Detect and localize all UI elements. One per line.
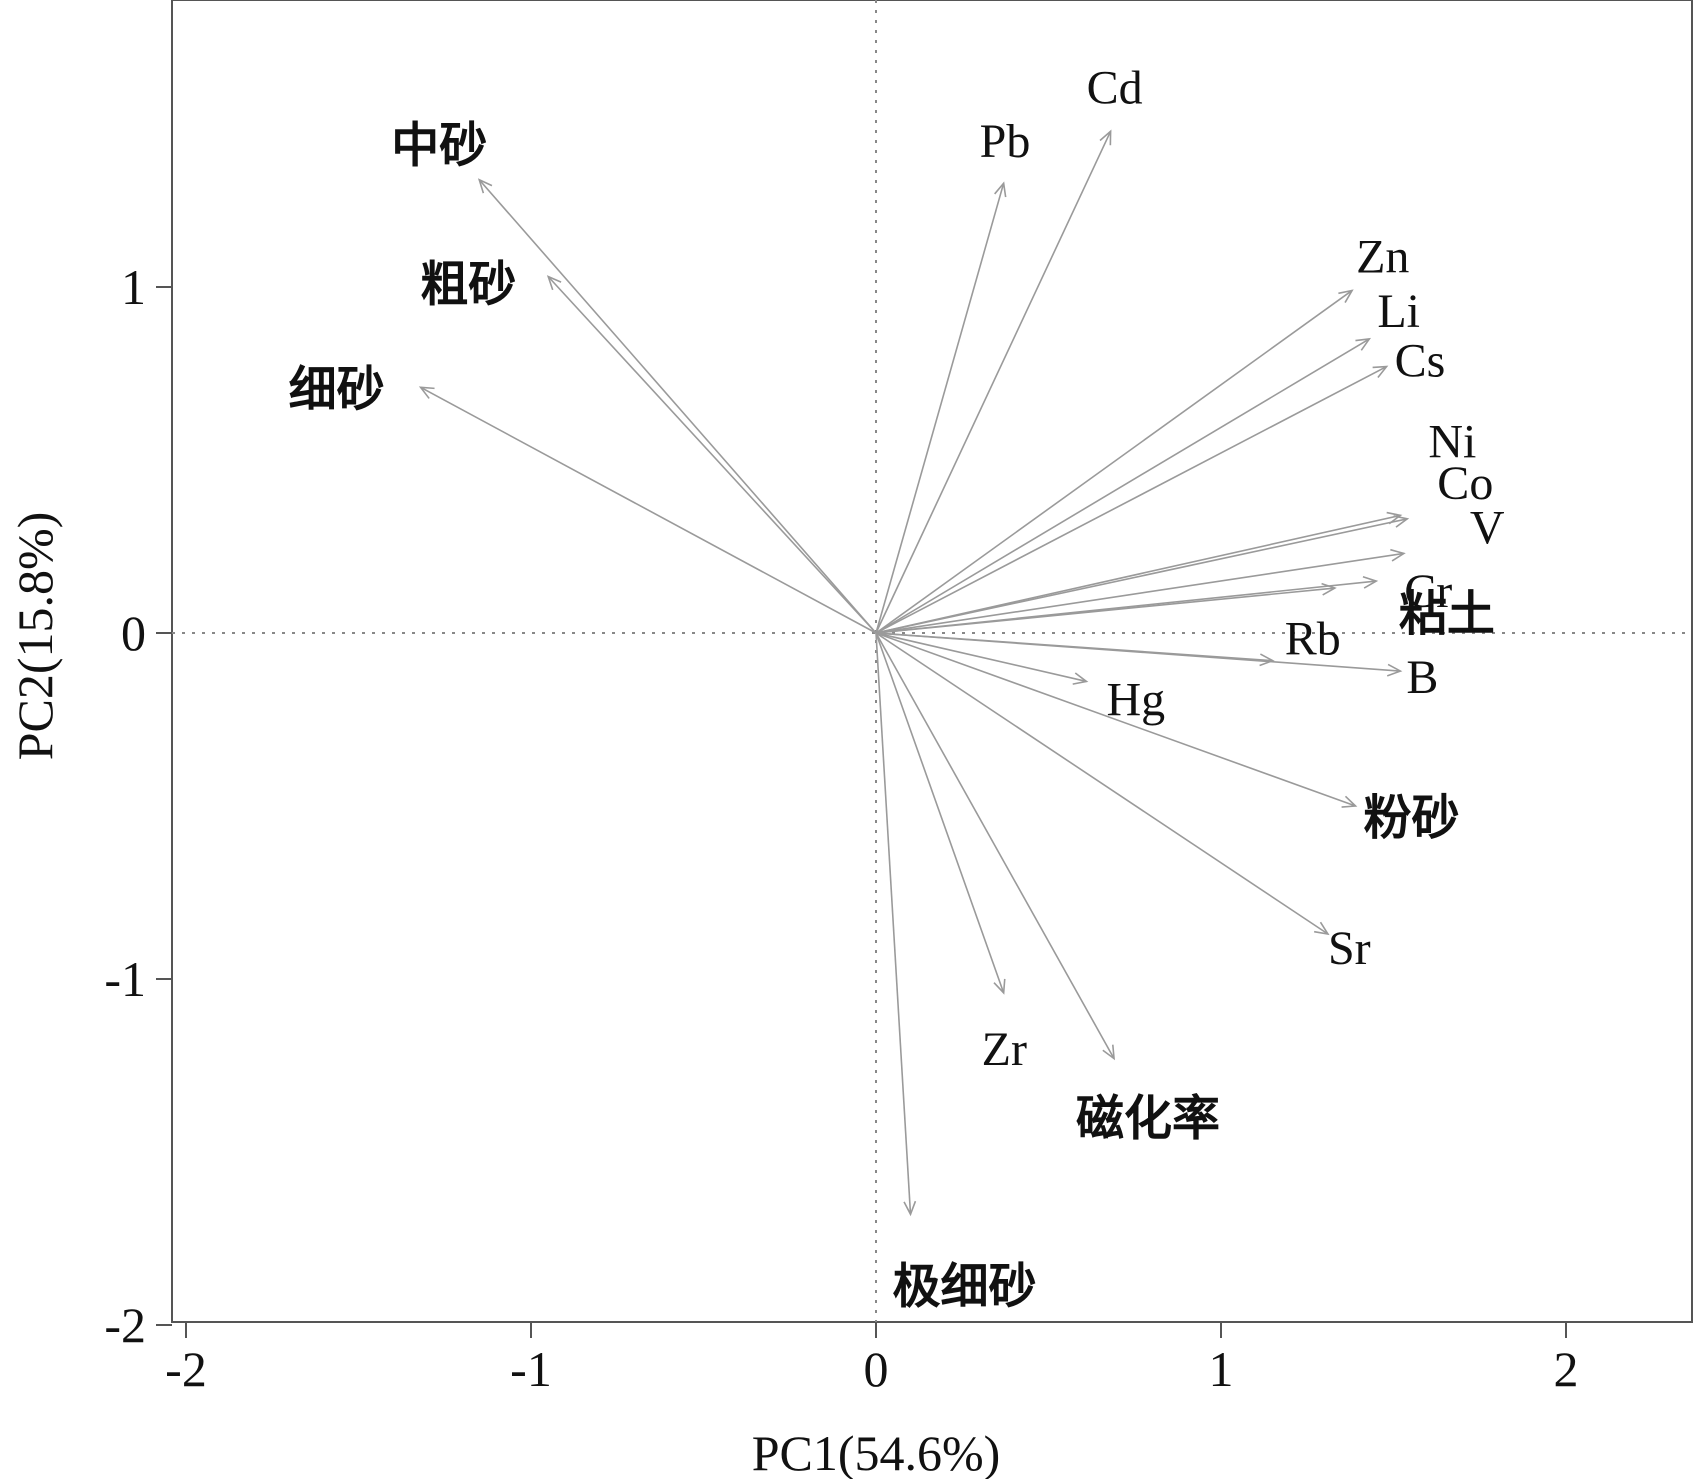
- y-tick-label: -1: [104, 951, 146, 1007]
- loading-line: [875, 632, 1329, 935]
- y-tick-label: 1: [121, 259, 146, 315]
- loading-arrowhead: [418, 386, 435, 399]
- loading-arrowhead: [903, 1200, 917, 1217]
- loading-vector: [477, 178, 877, 634]
- loading-vector: [875, 632, 1330, 936]
- loading-line: [875, 289, 1353, 634]
- loading-line: [420, 386, 877, 634]
- loading-arrowhead: [994, 181, 1007, 198]
- loading-label: Rb: [1285, 613, 1341, 666]
- loading-vector: [875, 632, 1089, 685]
- loading-label: 粘土: [1399, 586, 1495, 642]
- loading-vector: [875, 632, 1403, 677]
- loading-label: Ni: [1428, 415, 1476, 468]
- x-axis: -2 -1 0 1 2: [165, 1322, 1579, 1397]
- x-tick-label: 0: [864, 1341, 889, 1397]
- loading-vector: [875, 632, 1116, 1061]
- loading-label: Sr: [1328, 922, 1371, 975]
- loading-label: 中砂: [391, 118, 487, 174]
- loading-vectors: [418, 129, 1410, 1217]
- loading-label: 磁化率: [1076, 1091, 1220, 1147]
- loading-arrowhead: [1338, 289, 1354, 303]
- loading-line: [875, 632, 1356, 807]
- loading-line: [875, 632, 1401, 672]
- zero-lines: [172, 0, 1692, 1322]
- loading-line: [478, 179, 877, 634]
- loading-label: Zn: [1356, 230, 1409, 283]
- loading-label: Hg: [1106, 673, 1165, 726]
- loading-vector: [875, 511, 1403, 634]
- loading-label: B: [1406, 651, 1438, 704]
- loading-arrowhead: [1259, 653, 1275, 667]
- loading-vector: [875, 632, 1358, 808]
- loading-label: Cr: [1404, 565, 1452, 618]
- x-tick-label: 1: [1209, 1341, 1234, 1397]
- loading-vector: [875, 129, 1112, 634]
- loading-arrowhead: [993, 978, 1006, 995]
- loading-line: [875, 632, 1087, 683]
- loading-vector: [875, 337, 1372, 634]
- loading-line: [875, 632, 1115, 1059]
- loading-vector: [875, 632, 917, 1217]
- loading-arrowhead: [1390, 548, 1406, 562]
- loading-line: [875, 518, 1408, 634]
- loading-line: [875, 587, 1335, 634]
- y-axis: -2 -1 0 1: [104, 259, 172, 1353]
- loading-label: 粉砂: [1364, 790, 1460, 846]
- loading-arrowhead: [1386, 511, 1403, 525]
- loading-vector: [875, 548, 1406, 634]
- loading-label: Cd: [1087, 61, 1143, 114]
- loading-line: [875, 182, 1005, 634]
- x-tick-label: -2: [165, 1341, 207, 1397]
- loading-arrowhead: [1386, 663, 1403, 677]
- loading-vector: [875, 582, 1337, 634]
- loading-arrowhead: [477, 178, 493, 194]
- loading-arrowhead: [1072, 672, 1089, 685]
- loading-arrowhead: [1314, 921, 1330, 936]
- loading-arrowhead: [1341, 795, 1358, 808]
- loading-line: [875, 552, 1404, 634]
- loading-line: [875, 130, 1112, 634]
- plot-frame: [171, 0, 1693, 1323]
- loading-label: Li: [1377, 285, 1420, 338]
- x-tick-label: 2: [1554, 1341, 1579, 1397]
- loading-label: Pb: [980, 115, 1031, 168]
- loading-arrowhead: [546, 275, 562, 291]
- loading-line: [875, 365, 1387, 634]
- loading-label: Cs: [1395, 335, 1446, 388]
- y-axis-label: PC2(15.8%): [7, 512, 63, 761]
- loading-label: 极细砂: [893, 1258, 1037, 1314]
- loading-arrowhead: [1099, 129, 1112, 146]
- y-tick-label: 0: [121, 605, 146, 661]
- y-tick-label: -2: [104, 1297, 146, 1353]
- loading-vector: [875, 632, 1006, 995]
- loading-label: Zr: [982, 1023, 1027, 1076]
- loading-label: 细砂: [289, 361, 385, 417]
- loading-line: [547, 276, 877, 634]
- loading-vector: [418, 386, 877, 634]
- loading-label: V: [1470, 501, 1505, 554]
- x-tick-label: -1: [510, 1341, 552, 1397]
- loading-line: [875, 338, 1370, 634]
- loading-arrowhead: [1355, 337, 1372, 351]
- loading-vector: [875, 365, 1389, 634]
- loading-vector: [546, 275, 877, 634]
- loading-vector: [875, 289, 1354, 634]
- loading-arrowhead: [1321, 582, 1337, 596]
- loading-vector: [875, 181, 1007, 634]
- loading-line: [875, 514, 1401, 634]
- loading-arrowhead: [1102, 1044, 1116, 1061]
- loading-line: [875, 632, 1005, 994]
- loading-arrowhead: [1393, 515, 1410, 528]
- loading-arrowhead: [1372, 365, 1389, 379]
- loading-arrowhead: [1362, 575, 1379, 589]
- loading-vector: [875, 515, 1410, 634]
- loading-line: [875, 632, 912, 1215]
- loading-label: Co: [1437, 457, 1493, 510]
- loading-label: 粗砂: [420, 257, 516, 313]
- x-axis-label: PC1(54.6%): [752, 1425, 1001, 1479]
